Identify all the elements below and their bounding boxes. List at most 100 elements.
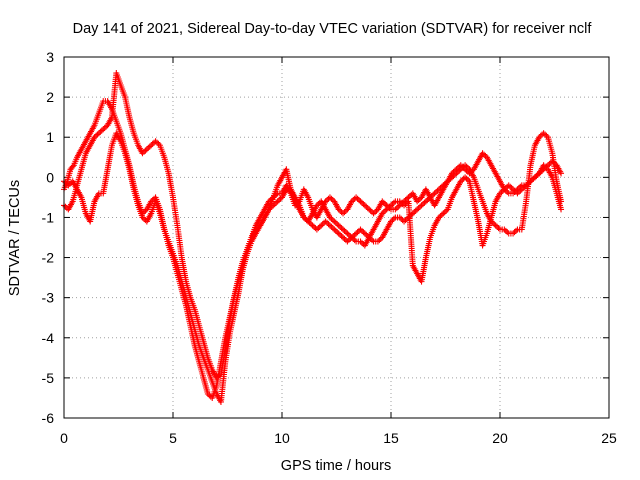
data-point <box>505 182 512 189</box>
x-tick-label: 5 <box>169 430 177 446</box>
y-tick-label: 1 <box>46 129 54 145</box>
data-point <box>507 183 514 190</box>
data-point <box>313 226 320 233</box>
data-point <box>347 233 354 240</box>
data-point <box>390 215 397 222</box>
data-point <box>344 238 351 245</box>
data-point <box>338 225 345 232</box>
data-point <box>322 218 329 225</box>
x-axis-label: GPS time / hours <box>281 458 391 474</box>
data-point <box>315 225 322 232</box>
data-point <box>319 221 326 228</box>
data-point <box>540 130 547 137</box>
data-point <box>335 222 342 229</box>
data-point <box>345 237 352 244</box>
data-point <box>309 222 316 229</box>
data-point <box>335 230 342 237</box>
data-markers <box>61 70 565 405</box>
data-point <box>454 168 461 175</box>
data-point <box>360 201 367 208</box>
data-point <box>463 163 470 170</box>
data-point <box>154 139 161 146</box>
y-axis-label: SDTVAR / TECUs <box>7 180 23 296</box>
data-point <box>462 174 469 181</box>
data-point <box>421 199 428 206</box>
data-point <box>348 234 355 241</box>
data-point <box>326 222 333 229</box>
axis-ticks <box>63 56 610 419</box>
data-point <box>358 227 365 234</box>
data-point <box>152 138 159 145</box>
data-point <box>345 231 352 238</box>
data-point <box>457 166 464 173</box>
data-point <box>342 229 349 236</box>
data-point <box>361 230 368 237</box>
data-point <box>351 231 358 238</box>
data-point <box>499 187 506 194</box>
data-point <box>310 223 317 230</box>
data-point <box>338 233 345 240</box>
data-point <box>515 189 522 196</box>
data-point <box>502 227 509 234</box>
data-point <box>340 210 347 217</box>
data-point <box>514 190 521 197</box>
data-point <box>341 227 348 234</box>
data-point <box>504 229 511 236</box>
data-point <box>366 206 373 213</box>
data-point <box>491 221 498 228</box>
data-point <box>357 226 364 233</box>
data-point <box>332 227 339 234</box>
data-point <box>389 201 396 208</box>
data-point <box>367 207 374 214</box>
data-point <box>354 229 361 236</box>
data-point <box>145 144 152 151</box>
data-point <box>376 237 383 244</box>
data-point <box>405 214 412 221</box>
plot-frame <box>63 56 610 419</box>
data-point <box>409 210 416 217</box>
data-point <box>372 209 379 216</box>
data-point <box>143 146 150 153</box>
data-point <box>520 185 527 192</box>
data-point <box>382 207 389 214</box>
data-point <box>417 203 424 210</box>
data-point <box>419 201 426 208</box>
data-point <box>533 172 540 179</box>
data-point <box>393 205 400 212</box>
data-point <box>504 189 511 196</box>
y-tick-label: -4 <box>42 330 55 346</box>
data-point <box>273 199 280 206</box>
data-point <box>401 218 408 225</box>
data-point <box>530 175 537 182</box>
data-point <box>463 175 470 182</box>
data-point <box>94 131 101 138</box>
data-point <box>340 234 347 241</box>
data-point <box>69 163 76 170</box>
data-point <box>149 140 156 147</box>
data-point <box>351 237 358 244</box>
y-tick-label: -2 <box>42 250 55 266</box>
data-point <box>531 174 538 181</box>
data-point <box>316 223 323 230</box>
data-point <box>494 223 501 230</box>
data-point <box>558 170 565 177</box>
y-tick-label: 0 <box>46 169 54 185</box>
data-point <box>331 218 338 225</box>
data-point <box>341 209 348 216</box>
data-point <box>325 221 332 228</box>
data-point <box>440 210 447 217</box>
data-point <box>456 167 463 174</box>
data-point <box>148 142 155 149</box>
data-point <box>356 197 363 204</box>
y-tick-label: -5 <box>42 370 55 386</box>
data-point <box>512 227 519 234</box>
data-point <box>354 195 361 202</box>
data-point <box>357 198 364 205</box>
data-point <box>360 229 367 236</box>
data-point <box>395 203 402 210</box>
data-point <box>492 222 499 229</box>
data-point <box>511 187 518 194</box>
data-point <box>328 195 335 202</box>
data-point <box>382 201 389 208</box>
data-point <box>383 206 390 213</box>
